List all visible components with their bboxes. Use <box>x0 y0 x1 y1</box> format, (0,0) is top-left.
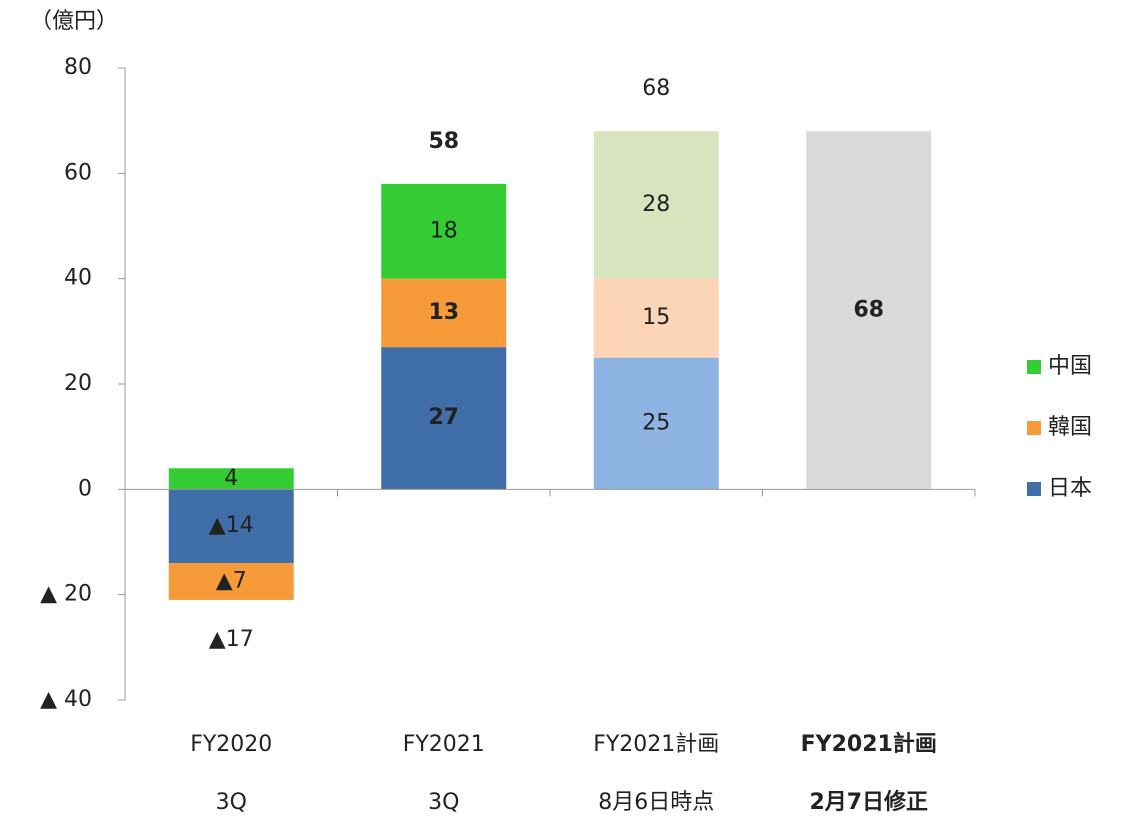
x-tick-label: FY2021計画 <box>801 731 937 757</box>
total-label: 58 <box>428 129 459 154</box>
y-tick-label: 40 <box>64 266 92 291</box>
x-tick-label: FY2021 <box>403 732 485 757</box>
y-tick-label: 0 <box>78 476 92 501</box>
x-tick-label: FY2020 <box>190 732 272 757</box>
x-tick-label: 8月6日時点 <box>598 790 714 815</box>
value-label: 4 <box>224 466 238 491</box>
value-label: ▲14 <box>209 513 254 538</box>
legend-swatch <box>1027 421 1041 435</box>
total-label: ▲17 <box>209 627 254 652</box>
legend-swatch <box>1027 482 1041 496</box>
bar-segment <box>168 489 294 564</box>
value-label: 27 <box>428 405 459 430</box>
value-label: ▲7 <box>216 569 247 594</box>
value-label: 13 <box>428 300 459 325</box>
bar-segment <box>168 468 294 490</box>
y-tick-label: ▲ 40 <box>40 687 92 712</box>
bar-segment <box>593 131 719 279</box>
x-tick-label: 3Q <box>428 790 459 815</box>
x-tick-label: FY2021計画 <box>593 732 719 757</box>
unit-label: （億円） <box>30 9 118 34</box>
y-tick-label: ▲ 20 <box>40 582 92 607</box>
legend-swatch <box>1027 360 1041 374</box>
x-tick-label: 3Q <box>216 790 247 815</box>
bar-segment <box>593 278 719 358</box>
legend-label: 中国 <box>1048 354 1092 379</box>
bar-segment <box>806 131 932 490</box>
legend-label: 日本 <box>1048 476 1092 501</box>
value-label: 18 <box>430 218 458 243</box>
bar-segment <box>593 357 719 490</box>
bar-segment <box>381 278 507 348</box>
y-tick-label: 80 <box>64 55 92 80</box>
bar-segment <box>381 347 507 490</box>
x-tick-label: 2月7日修正 <box>809 789 928 815</box>
y-tick-label: 20 <box>64 371 92 396</box>
y-tick-label: 60 <box>64 160 92 185</box>
legend-label: 韓国 <box>1048 415 1092 440</box>
bar-segment <box>381 183 507 279</box>
value-label: 28 <box>642 192 670 217</box>
value-label: 15 <box>642 305 670 330</box>
total-label: 68 <box>642 76 670 101</box>
value-label: 68 <box>853 297 884 322</box>
value-label: 25 <box>642 411 670 436</box>
bar-segment <box>168 563 294 600</box>
